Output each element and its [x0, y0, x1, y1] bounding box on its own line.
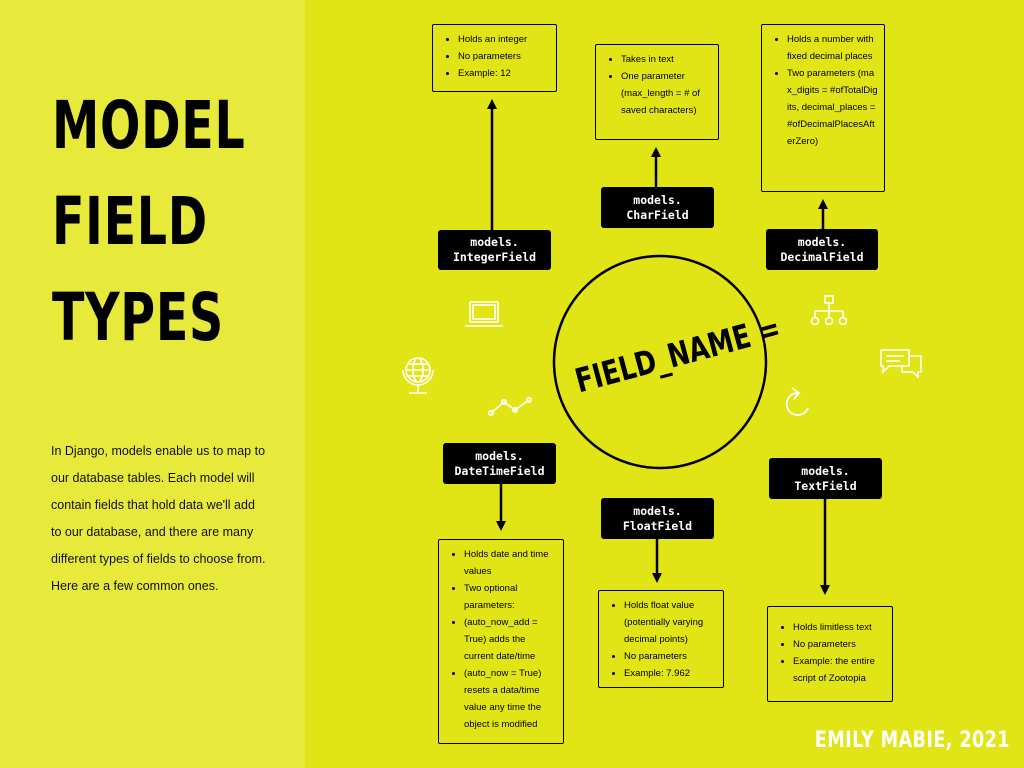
bullet-item: Holds limitless text [793, 619, 886, 636]
hierarchy-icon [810, 295, 848, 326]
card-text-field: Holds limitless text No parameters Examp… [767, 606, 893, 702]
center-circle [552, 254, 768, 470]
integer-bullets: Holds an integer No parameters Example: … [433, 25, 556, 86]
title-line-2: FIELD [52, 183, 208, 260]
bullet-item: No parameters [624, 648, 717, 665]
card-datetime-field: Holds date and time values Two optional … [438, 539, 564, 744]
refresh-arrow-icon [785, 387, 809, 416]
bullet-item: Holds a number with fixed decimal places [787, 31, 878, 65]
globe-icon [402, 357, 434, 394]
bullet-item: No parameters [793, 636, 886, 653]
bullet-item: Two optional parameters: [464, 580, 557, 614]
author-credit: EMILY MABIE, 2021 [814, 728, 1010, 753]
card-decimal-field: Holds a number with fixed decimal places… [761, 24, 885, 192]
label-datetime-field: models. DateTimeField [443, 443, 556, 484]
bullet-item: Takes in text [621, 51, 712, 68]
bullet-item: Holds float value (potentially varying d… [624, 597, 717, 648]
bullet-item: Example: the entire script of Zootopia [793, 653, 886, 687]
bullet-item: One parameter (max_length = # of saved c… [621, 68, 712, 119]
line-chart-icon [487, 396, 532, 416]
bullet-item: (auto_now = True) resets a data/time val… [464, 665, 557, 733]
label-decimal-field: models. DecimalField [766, 229, 878, 270]
title-line-1: MODEL [52, 87, 246, 164]
text-bullets: Holds limitless text No parameters Examp… [768, 607, 892, 691]
bullet-item: (auto_now_add = True) adds the current d… [464, 614, 557, 665]
label-char-field: models. CharField [601, 187, 714, 228]
label-text-field: models. TextField [769, 458, 882, 499]
bullet-item: Holds date and time values [464, 546, 557, 580]
decimal-bullets: Holds a number with fixed decimal places… [762, 25, 884, 154]
card-float-field: Holds float value (potentially varying d… [598, 590, 724, 688]
chat-bubbles-icon [880, 349, 922, 379]
char-bullets: Takes in text One parameter (max_length … [596, 45, 718, 123]
bullet-item: Holds an integer [458, 31, 550, 48]
card-integer-field: Holds an integer No parameters Example: … [432, 24, 557, 92]
bullet-item: Example: 12 [458, 65, 550, 82]
label-float-field: models. FloatField [601, 498, 714, 539]
laptop-icon [465, 301, 503, 327]
card-char-field: Takes in text One parameter (max_length … [595, 44, 719, 140]
intro-paragraph: In Django, models enable us to map to ou… [51, 444, 266, 593]
title-line-3: TYPES [52, 279, 224, 356]
label-integer-field: models. IntegerField [438, 230, 551, 270]
bullet-item: Example: 7.962 [624, 665, 717, 682]
bullet-item: No parameters [458, 48, 550, 65]
datetime-bullets: Holds date and time values Two optional … [439, 540, 563, 737]
page-title: MODEL FIELD TYPES [52, 78, 245, 366]
bullet-item: Two parameters (max_digits = #ofTotalDig… [787, 65, 878, 150]
float-bullets: Holds float value (potentially varying d… [599, 591, 723, 686]
left-panel [0, 0, 305, 768]
